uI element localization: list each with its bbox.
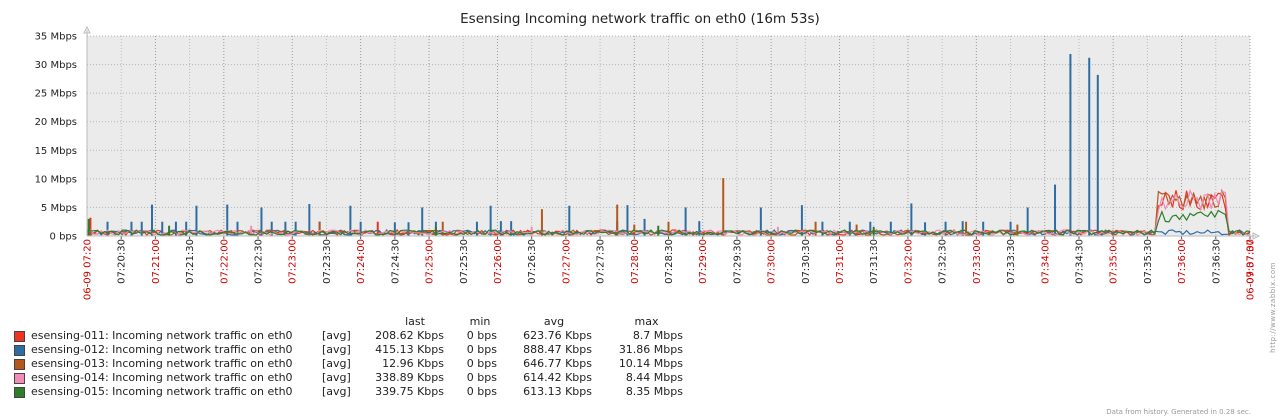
legend-min: 0 bps (466, 357, 497, 370)
x-tick-label: 07:33:30 (1006, 239, 1017, 284)
series-5 (86, 209, 1251, 236)
x-tick-label: 07:30:00 (767, 239, 778, 284)
legend-header-avg: avg (543, 315, 565, 328)
y-tick-label: 20 Mbps (35, 117, 77, 128)
x-end-label: 06-09 07:37 (1246, 239, 1257, 300)
legend-max: 8.7 Mbps (632, 329, 683, 342)
legend-avg: 613.13 Kbps (523, 385, 592, 398)
x-tick-label: 07:28:00 (630, 239, 641, 284)
legend-last: 208.62 Kbps (375, 329, 444, 342)
legend-series-name: esensing-013: Incoming network traffic o… (31, 357, 293, 370)
x-tick-label: 07:29:30 (732, 239, 743, 284)
legend-func: [avg] (322, 371, 351, 384)
zabbix-watermark: http://www.zabbix.com (1269, 262, 1277, 353)
legend-swatch (14, 331, 25, 342)
legend-last: 339.75 Kbps (375, 385, 444, 398)
legend-max: 31.86 Mbps (618, 343, 683, 356)
y-axis-arrow (83, 25, 91, 34)
x-tick-label: 07:32:30 (938, 239, 949, 284)
x-tick-label: 07:27:30 (596, 239, 607, 284)
legend-header-min: min (469, 315, 491, 328)
y-tick-label: 10 Mbps (35, 174, 77, 185)
x-tick-label: 07:27:00 (561, 239, 572, 284)
y-tick-label: 30 Mbps (35, 60, 77, 71)
x-tick-label: 07:26:00 (493, 239, 504, 284)
legend-min: 0 bps (466, 385, 497, 398)
legend-func: [avg] (322, 343, 351, 356)
legend-avg: 623.76 Kbps (523, 329, 592, 342)
legend-series-name: esensing-015: Incoming network traffic o… (31, 385, 293, 398)
legend-avg: 614.42 Kbps (523, 371, 592, 384)
y-tick-label: 5 Mbps (41, 203, 77, 214)
legend-series-name: esensing-012: Incoming network traffic o… (31, 343, 293, 356)
legend-last: 12.96 Kbps (382, 357, 444, 370)
x-tick-label: 07:29:00 (698, 239, 709, 284)
x-tick-label: 07:28:30 (664, 239, 675, 284)
y-tick-label: 35 Mbps (35, 32, 77, 43)
series-line (86, 188, 1251, 236)
x-tick-label: 07:37:00 (1246, 239, 1257, 284)
x-tick-label: 07:35:30 (1143, 239, 1154, 284)
legend-max: 10.14 Mbps (618, 357, 683, 370)
x-tick-label: 07:36:30 (1211, 239, 1222, 284)
legend-min: 0 bps (466, 329, 497, 342)
legend-swatch (14, 387, 25, 398)
legend-header-max: max (634, 315, 659, 328)
x-tick-label: 07:23:30 (322, 239, 333, 284)
x-start-label: 06-09 07:20 (83, 239, 94, 300)
legend-series-name: esensing-011: Incoming network traffic o… (31, 329, 293, 342)
x-tick-label: 07:25:00 (425, 239, 436, 284)
legend-swatch (14, 359, 25, 370)
generation-footer: Data from history. Generated in 0.28 sec… (1106, 408, 1251, 416)
x-tick-label: 07:34:00 (1040, 239, 1051, 284)
x-tick-label: 07:36:00 (1177, 239, 1188, 284)
x-tick-label: 07:20:30 (117, 239, 128, 284)
legend-swatch (14, 373, 25, 384)
x-tick-label: 07:21:00 (151, 239, 162, 284)
x-tick-label: 07:31:30 (869, 239, 880, 284)
legend-func: [avg] (322, 329, 351, 342)
x-tick-label: 07:22:30 (254, 239, 265, 284)
legend-last: 415.13 Kbps (375, 343, 444, 356)
legend-func: [avg] (322, 357, 351, 370)
x-tick-label: 07:34:30 (1074, 239, 1085, 284)
x-tick-label: 07:35:00 (1109, 239, 1120, 284)
legend-avg: 888.47 Kbps (523, 343, 592, 356)
legend-header-last: last (405, 315, 425, 328)
x-tick-label: 07:23:00 (288, 239, 299, 284)
x-tick-label: 07:24:00 (356, 239, 367, 284)
x-axis-arrow (1252, 232, 1261, 240)
legend-min: 0 bps (466, 343, 497, 356)
x-tick-label: 07:24:30 (390, 239, 401, 284)
series-line (86, 209, 1251, 236)
legend-min: 0 bps (466, 371, 497, 384)
x-tick-label: 07:25:30 (459, 239, 470, 284)
legend-func: [avg] (322, 385, 351, 398)
legend-last: 338.89 Kbps (375, 371, 444, 384)
x-tick-label: 07:22:00 (219, 239, 230, 284)
x-tick-label: 07:30:30 (801, 239, 812, 284)
legend-max: 8.44 Mbps (625, 371, 683, 384)
y-tick-label: 0 bps (50, 232, 77, 243)
legend-max: 8.35 Mbps (625, 385, 683, 398)
legend-avg: 646.77 Kbps (523, 357, 592, 370)
legend-series-name: esensing-014: Incoming network traffic o… (31, 371, 293, 384)
legend-swatch (14, 345, 25, 356)
x-tick-label: 07:33:00 (972, 239, 983, 284)
y-tick-label: 25 Mbps (35, 89, 77, 100)
chart-title: Esensing Incoming network traffic on eth… (460, 11, 820, 27)
y-tick-label: 15 Mbps (35, 146, 77, 157)
x-tick-label: 07:21:30 (185, 239, 196, 284)
x-tick-label: 07:31:00 (835, 239, 846, 284)
x-tick-label: 07:32:00 (903, 239, 914, 284)
x-tick-label: 07:26:30 (527, 239, 538, 284)
